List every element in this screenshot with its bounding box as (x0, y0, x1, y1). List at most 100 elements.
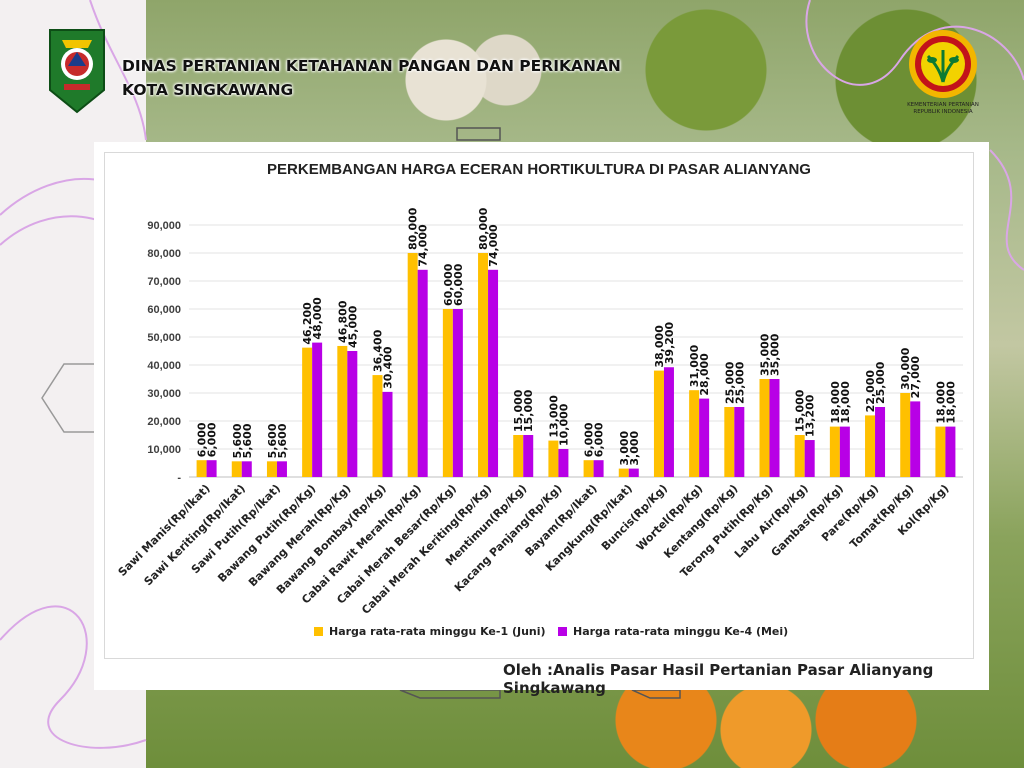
bar-series-1 (407, 253, 418, 477)
y-tick-label: 10,000 (147, 444, 181, 456)
data-label: 5,600 (266, 423, 279, 458)
data-label: 46,800 (336, 300, 349, 343)
data-label: 28,000 (698, 353, 711, 396)
y-tick-label: 60,000 (147, 304, 181, 316)
bar-series-1 (794, 435, 805, 477)
bar-series-2 (699, 398, 710, 477)
legend-swatch-series-1 (314, 627, 323, 636)
y-tick-label: - (177, 472, 181, 484)
data-label: 22,000 (864, 370, 877, 413)
data-label: 25,000 (723, 361, 736, 404)
bar-series-2 (241, 461, 252, 477)
data-label: 38,000 (653, 325, 666, 368)
bar-series-1 (196, 460, 207, 477)
data-label: 13,200 (804, 394, 817, 437)
bar-series-1 (302, 347, 313, 477)
bar-series-1 (583, 460, 594, 477)
bar-series-1 (372, 375, 383, 477)
data-label: 30,000 (899, 347, 912, 390)
data-label: 13,000 (547, 395, 560, 438)
data-label: 15,000 (512, 389, 525, 432)
data-label: 80,000 (407, 207, 420, 250)
bar-series-2 (839, 426, 850, 477)
ministry-line-1: KEMENTERIAN PERTANIAN (907, 102, 979, 108)
bar-series-2 (875, 407, 886, 477)
chart-frame: PERKEMBANGAN HARGA ECERAN HORTIKULTURA D… (104, 152, 974, 659)
page-header: DINAS PERTANIAN KETAHANAN PANGAN DAN PER… (122, 54, 621, 102)
data-label: 6,000 (206, 422, 219, 457)
bar-series-2 (558, 449, 569, 477)
ministry-line-2: REPUBLIK INDONESIA (913, 109, 973, 115)
bar-series-1 (935, 426, 946, 477)
data-label: 15,000 (794, 389, 807, 432)
bar-series-1 (337, 345, 348, 477)
data-label: 6,000 (583, 422, 596, 457)
data-label: 10,000 (557, 403, 570, 446)
data-label: 5,600 (241, 423, 254, 458)
data-label: 18,000 (829, 381, 842, 424)
data-label: 18,000 (934, 381, 947, 424)
bar-series-2 (734, 407, 745, 477)
y-tick-label: 90,000 (147, 220, 181, 232)
bar-series-2 (804, 440, 815, 477)
bar-series-1 (231, 461, 242, 477)
bar-series-1 (478, 253, 489, 477)
ministry-logo-text: KEMENTERIAN PERTANIAN REPUBLIK INDONESIA (894, 102, 992, 116)
data-label: 31,000 (688, 344, 701, 387)
bar-series-2 (312, 342, 323, 477)
data-label: 3,000 (618, 430, 631, 465)
bar-series-2 (593, 460, 604, 477)
bar-series-2 (910, 401, 921, 477)
y-tick-label: 30,000 (147, 388, 181, 400)
bar-series-2 (417, 269, 428, 477)
data-label: 18,000 (839, 381, 852, 424)
legend-item-series-2: Harga rata-rata minggu Ke-4 (Mei) (558, 625, 788, 638)
data-label: 25,000 (874, 361, 887, 404)
data-label: 18,000 (944, 381, 957, 424)
y-tick-label: 70,000 (147, 276, 181, 288)
data-label: 60,000 (452, 263, 465, 306)
header-line-2: KOTA SINGKAWANG (122, 81, 294, 99)
kementan-logo-icon (909, 30, 977, 98)
bar-series-1 (266, 461, 277, 477)
bar-series-2 (945, 426, 956, 477)
data-label: 39,200 (663, 321, 676, 364)
data-label: 80,000 (477, 207, 490, 250)
credit-text: Oleh :Analis Pasar Hasil Pertanian Pasar… (503, 661, 934, 697)
bar-series-1 (900, 393, 911, 477)
y-tick-label: 20,000 (147, 416, 181, 428)
bar-series-2 (769, 379, 780, 477)
data-label: 27,000 (909, 356, 922, 399)
legend-label-series-1: Harga rata-rata minggu Ke-1 (Juni) (329, 625, 546, 638)
data-label: 3,000 (628, 430, 641, 465)
singkawang-emblem-icon (49, 29, 105, 114)
data-label: 35,000 (769, 333, 782, 376)
legend-label-series-2: Harga rata-rata minggu Ke-4 (Mei) (573, 625, 789, 638)
data-label: 36,400 (372, 329, 385, 372)
bar-series-1 (548, 440, 559, 477)
chart-title: PERKEMBANGAN HARGA ECERAN HORTIKULTURA D… (267, 161, 811, 178)
header-line-1: DINAS PERTANIAN KETAHANAN PANGAN DAN PER… (122, 57, 621, 75)
bar-chart: - 10,000 20,000 30,000 40,000 50,000 60,000 70,… (116, 207, 963, 617)
bar-series-1 (759, 379, 770, 477)
bar-series-1 (689, 390, 700, 477)
bar-series-1 (724, 407, 735, 477)
y-tick-label: 40,000 (147, 360, 181, 372)
data-label: 60,000 (442, 263, 455, 306)
bar-series-1 (829, 426, 840, 477)
bar-series-1 (513, 435, 524, 477)
data-label: 46,200 (301, 302, 314, 345)
bar-series-2 (206, 460, 217, 477)
bar-series-2 (347, 351, 358, 477)
category-label: Cabai Merah Keriting(Rp/Kg) (359, 482, 494, 617)
bar-series-2 (382, 391, 393, 477)
bar-series-2 (628, 468, 639, 477)
legend-swatch-series-2 (558, 627, 567, 636)
bar-series-1 (442, 309, 453, 477)
data-label: 6,000 (593, 422, 606, 457)
category-label: Tomat(Rp/Kg) (847, 482, 916, 551)
bar-series-2 (663, 367, 674, 477)
data-label: 15,000 (522, 389, 535, 432)
bar-series-1 (653, 370, 664, 477)
bar-series-2 (488, 269, 499, 477)
